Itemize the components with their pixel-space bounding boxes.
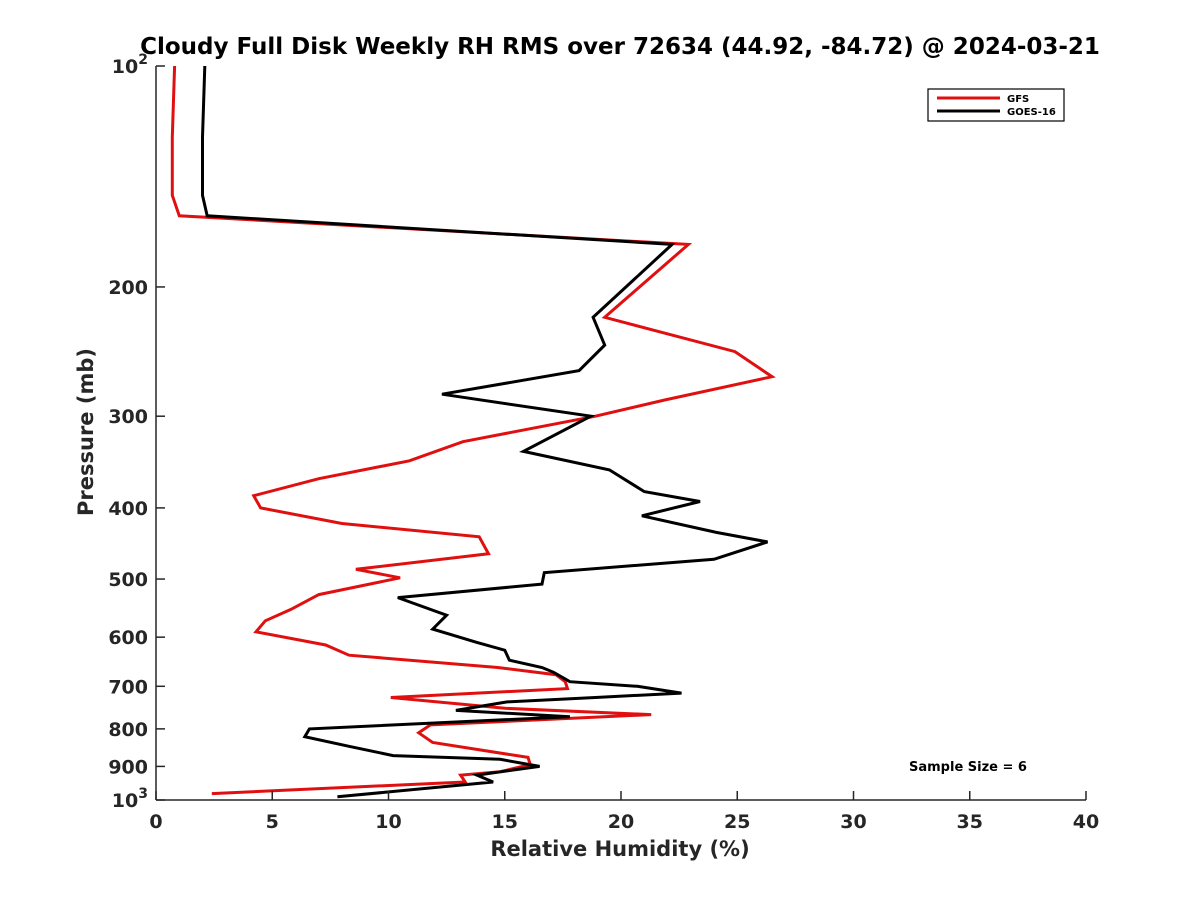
x-tick-label: 10 — [375, 811, 401, 833]
legend: GFS GOES-16 — [927, 88, 1065, 122]
y-tick-label: 600 — [108, 627, 148, 649]
x-tick-label: 40 — [1073, 811, 1099, 833]
y-tick-label: 103 — [112, 786, 148, 812]
x-tick-label: 15 — [492, 811, 518, 833]
series-line-goes16 — [201, 65, 768, 799]
x-tick-label: 30 — [840, 811, 866, 833]
y-tick-label: 102 — [112, 52, 148, 78]
legend-label-gfs: GFS — [1007, 94, 1029, 105]
y-axis-ticks: 102 200 300 400 500 600 700 800 900 103 — [108, 52, 165, 812]
y-tick-label: 800 — [108, 719, 148, 741]
legend-box — [927, 88, 1065, 122]
x-tick-label: 25 — [724, 811, 750, 833]
x-tick-label: 35 — [957, 811, 983, 833]
y-tick-label: 300 — [108, 406, 148, 428]
y-axis-label: Pressure (mb) — [74, 348, 98, 516]
x-axis-ticks: 0 5 10 15 20 25 30 35 40 — [149, 791, 1099, 833]
x-tick-label: 5 — [266, 811, 279, 833]
x-tick-label: 20 — [608, 811, 634, 833]
chart-title: Cloudy Full Disk Weekly RH RMS over 7263… — [140, 34, 1100, 60]
x-tick-label: 0 — [149, 811, 162, 833]
legend-label-goes16: GOES-16 — [1007, 107, 1056, 118]
y-tick-label: 900 — [108, 756, 148, 778]
x-axis-label: Relative Humidity (%) — [490, 837, 749, 861]
y-tick-label: 500 — [108, 569, 148, 591]
y-tick-label: 200 — [108, 277, 148, 299]
y-tick-label: 700 — [108, 676, 148, 698]
sample-size-annotation: Sample Size = 6 — [909, 760, 1027, 775]
plot-area — [170, 65, 776, 799]
y-tick-label: 400 — [108, 498, 148, 520]
series-line-gfs — [170, 65, 776, 796]
